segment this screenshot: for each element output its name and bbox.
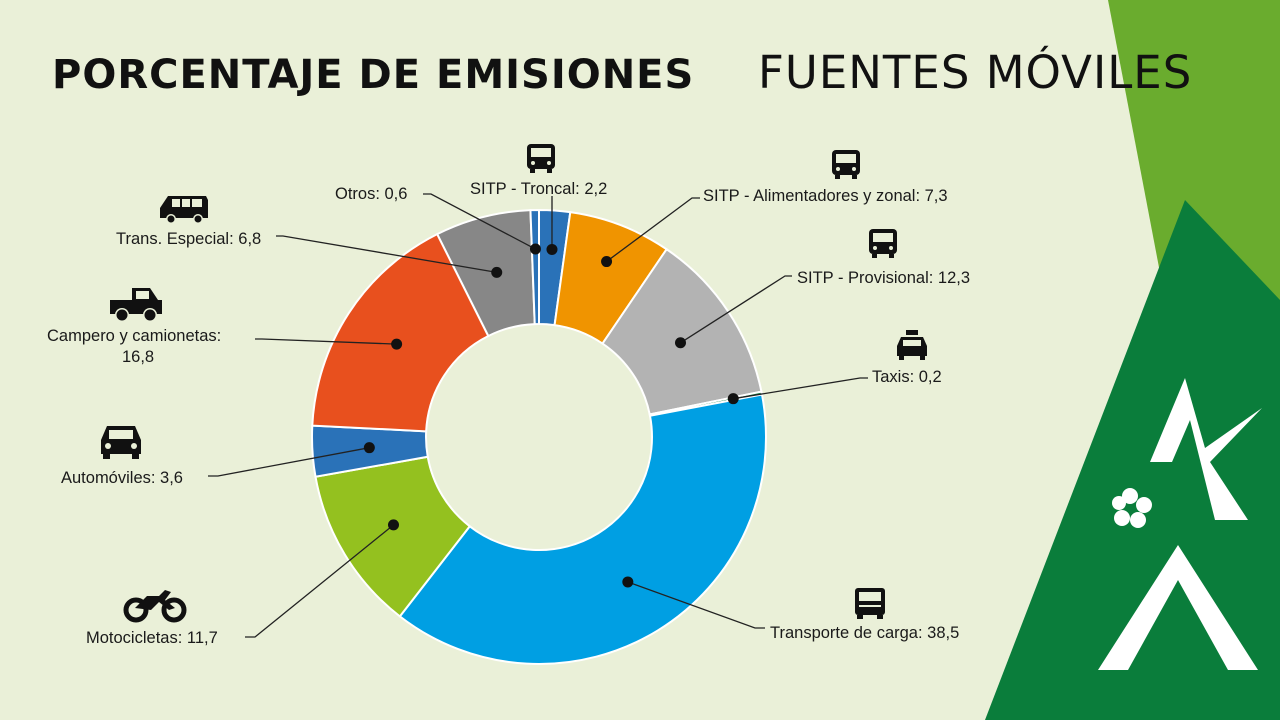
label-sitp-troncal: SITP - Troncal: 2,2 xyxy=(470,180,607,198)
label-taxis: Taxis: 0,2 xyxy=(872,368,942,386)
leader-dot xyxy=(601,256,613,268)
leader-dot xyxy=(491,266,503,278)
labels: SITP - Troncal: 2,2 SITP - Alimentadores… xyxy=(47,180,970,647)
leader-line xyxy=(245,524,394,638)
label-otros: Otros: 0,6 xyxy=(335,185,407,203)
label-transporte-carga: Transporte de carga: 38,5 xyxy=(770,624,959,642)
leader-line xyxy=(423,193,536,250)
logo xyxy=(1098,378,1262,670)
leader-line xyxy=(255,338,397,345)
pickup-truck-icon xyxy=(110,288,162,322)
bus-icon xyxy=(832,150,860,179)
label-automoviles: Automóviles: 3,6 xyxy=(61,469,183,487)
slice-campero xyxy=(311,232,490,433)
leader-dot xyxy=(391,338,403,350)
leader-dot xyxy=(622,576,634,588)
leader-line xyxy=(680,275,792,344)
slice-transporte-carga xyxy=(398,393,767,665)
leader-lines xyxy=(208,193,868,638)
leader-dot xyxy=(674,337,686,349)
leader-dot xyxy=(529,243,541,255)
label-sitp-provisional: SITP - Provisional: 12,3 xyxy=(797,269,970,287)
leader-line xyxy=(208,447,370,477)
slice-otros xyxy=(529,208,540,326)
truck-icon xyxy=(855,588,885,619)
label-campero: Campero y camionetas: xyxy=(47,327,221,345)
label-campero-value: 16,8 xyxy=(122,348,154,366)
leader-dot xyxy=(546,243,558,255)
bus-icon xyxy=(869,229,897,258)
van-icon xyxy=(160,196,208,224)
title-bold: PORCENTAJE DE EMISIONES xyxy=(52,52,694,98)
leader-dot xyxy=(363,442,375,454)
leader-line xyxy=(276,235,497,273)
bus-icon xyxy=(527,144,555,173)
leader-dot xyxy=(387,519,399,531)
donut-chart xyxy=(311,208,767,665)
leader-line xyxy=(733,377,868,400)
leader-dot xyxy=(727,393,739,405)
label-trans-especial: Trans. Especial: 6,8 xyxy=(116,230,261,248)
car-icon xyxy=(101,426,141,459)
label-sitp-alimentadores: SITP - Alimentadores y zonal: 7,3 xyxy=(703,187,948,205)
leader-line xyxy=(627,581,765,629)
label-motocicletas: Motocicletas: 11,7 xyxy=(86,629,218,647)
motorcycle-icon xyxy=(123,590,187,623)
leader-line xyxy=(606,197,700,263)
title-light: FUENTES MÓVILES xyxy=(758,46,1192,99)
taxi-icon xyxy=(897,330,927,360)
